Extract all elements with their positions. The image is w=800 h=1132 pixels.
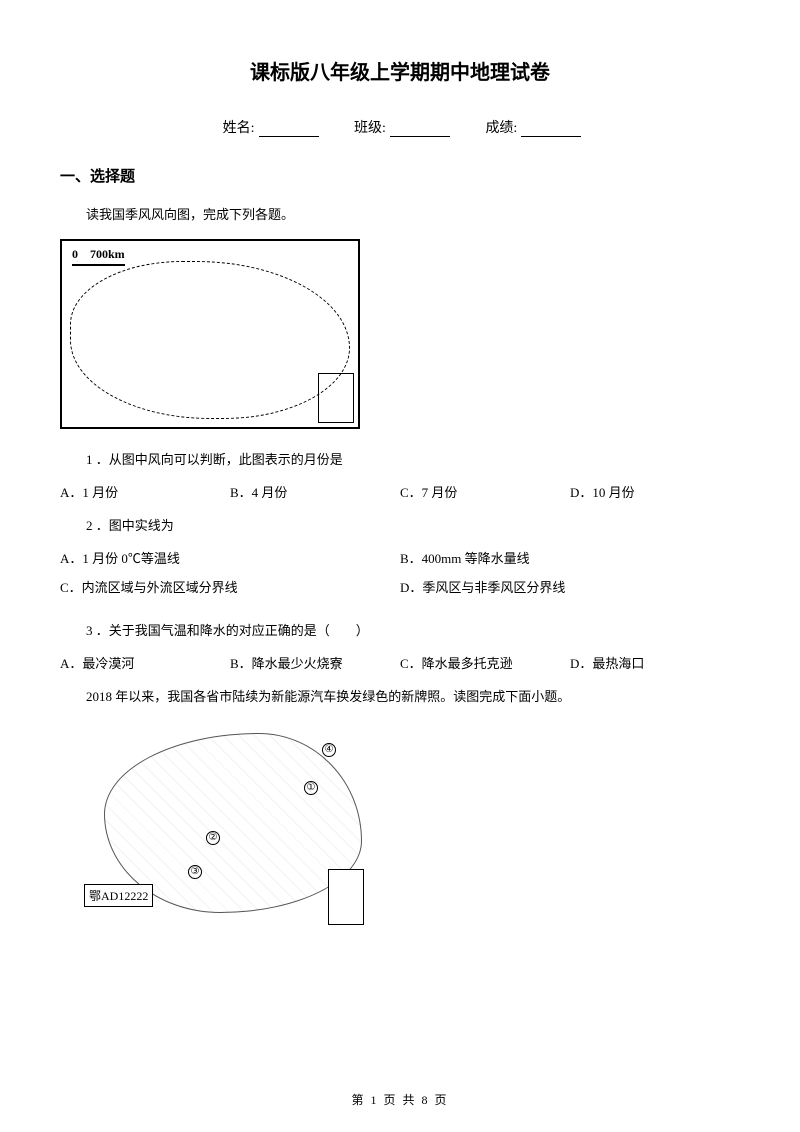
marker-3: ③ bbox=[188, 865, 202, 879]
q2-opt-d[interactable]: D．季风区与非季风区分界线 bbox=[400, 577, 740, 596]
class-label: 班级: bbox=[354, 121, 386, 136]
score-blank[interactable] bbox=[521, 136, 581, 137]
name-label: 姓名: bbox=[223, 121, 255, 136]
map-outline bbox=[70, 261, 350, 419]
page-footer: 第 1 页 共 8 页 bbox=[0, 1091, 800, 1108]
name-blank[interactable] bbox=[259, 136, 319, 137]
q3-stem: 3 ．关于我国气温和降水的对应正确的是（ ） bbox=[60, 620, 740, 639]
monsoon-map: 0 700km bbox=[60, 239, 360, 429]
map-inset bbox=[318, 373, 354, 423]
q2-stem: 2 ．图中实线为 bbox=[60, 515, 740, 534]
q2-opt-a[interactable]: A．1 月份 0℃等温线 bbox=[60, 548, 400, 567]
q3-opt-d[interactable]: D．最热海口 bbox=[570, 653, 740, 672]
footer-total: 共 8 页 bbox=[403, 1093, 449, 1107]
passage-2: 2018 年以来，我国各省市陆续为新能源汽车换发绿色的新牌照。读图完成下面小题。 bbox=[60, 686, 740, 705]
section-heading: 一、选择题 bbox=[60, 165, 740, 186]
q1-opt-a[interactable]: A．1 月份 bbox=[60, 482, 230, 501]
map-scale: 0 700km bbox=[72, 247, 125, 266]
q2-opt-b[interactable]: B．400mm 等降水量线 bbox=[400, 548, 740, 567]
q3-opt-a[interactable]: A．最冷漠河 bbox=[60, 653, 230, 672]
q2-opt-c[interactable]: C．内流区域与外流区域分界线 bbox=[60, 577, 400, 596]
q3-opt-c[interactable]: C．降水最多托克逊 bbox=[400, 653, 570, 672]
q3-options: A．最冷漠河 B．降水最少火烧寮 C．降水最多托克逊 D．最热海口 bbox=[60, 653, 740, 672]
score-label: 成绩: bbox=[485, 121, 517, 136]
class-blank[interactable] bbox=[390, 136, 450, 137]
q1-opt-d[interactable]: D．10 月份 bbox=[570, 482, 740, 501]
footer-page: 第 1 页 bbox=[351, 1093, 397, 1107]
q2-options: A．1 月份 0℃等温线 B．400mm 等降水量线 C．内流区域与外流区域分界… bbox=[60, 548, 740, 606]
q1-opt-b[interactable]: B．4 月份 bbox=[230, 482, 400, 501]
intro-text: 读我国季风风向图，完成下列各题。 bbox=[60, 204, 740, 223]
marker-4: ④ bbox=[322, 743, 336, 757]
china-provinces-map: ① ② ③ ④ 鄂AD12222 bbox=[88, 725, 378, 935]
marker-1: ① bbox=[304, 781, 318, 795]
student-info-line: 姓名: 班级: 成绩: bbox=[60, 117, 740, 137]
map2-inset bbox=[328, 869, 364, 925]
q1-stem: 1 ．从图中风向可以判断，此图表示的月份是 bbox=[60, 449, 740, 468]
license-plate: 鄂AD12222 bbox=[84, 884, 153, 907]
q1-options: A．1 月份 B．4 月份 C．7 月份 D．10 月份 bbox=[60, 482, 740, 501]
marker-2: ② bbox=[206, 831, 220, 845]
page-title: 课标版八年级上学期期中地理试卷 bbox=[60, 56, 740, 85]
q3-opt-b[interactable]: B．降水最少火烧寮 bbox=[230, 653, 400, 672]
q1-opt-c[interactable]: C．7 月份 bbox=[400, 482, 570, 501]
